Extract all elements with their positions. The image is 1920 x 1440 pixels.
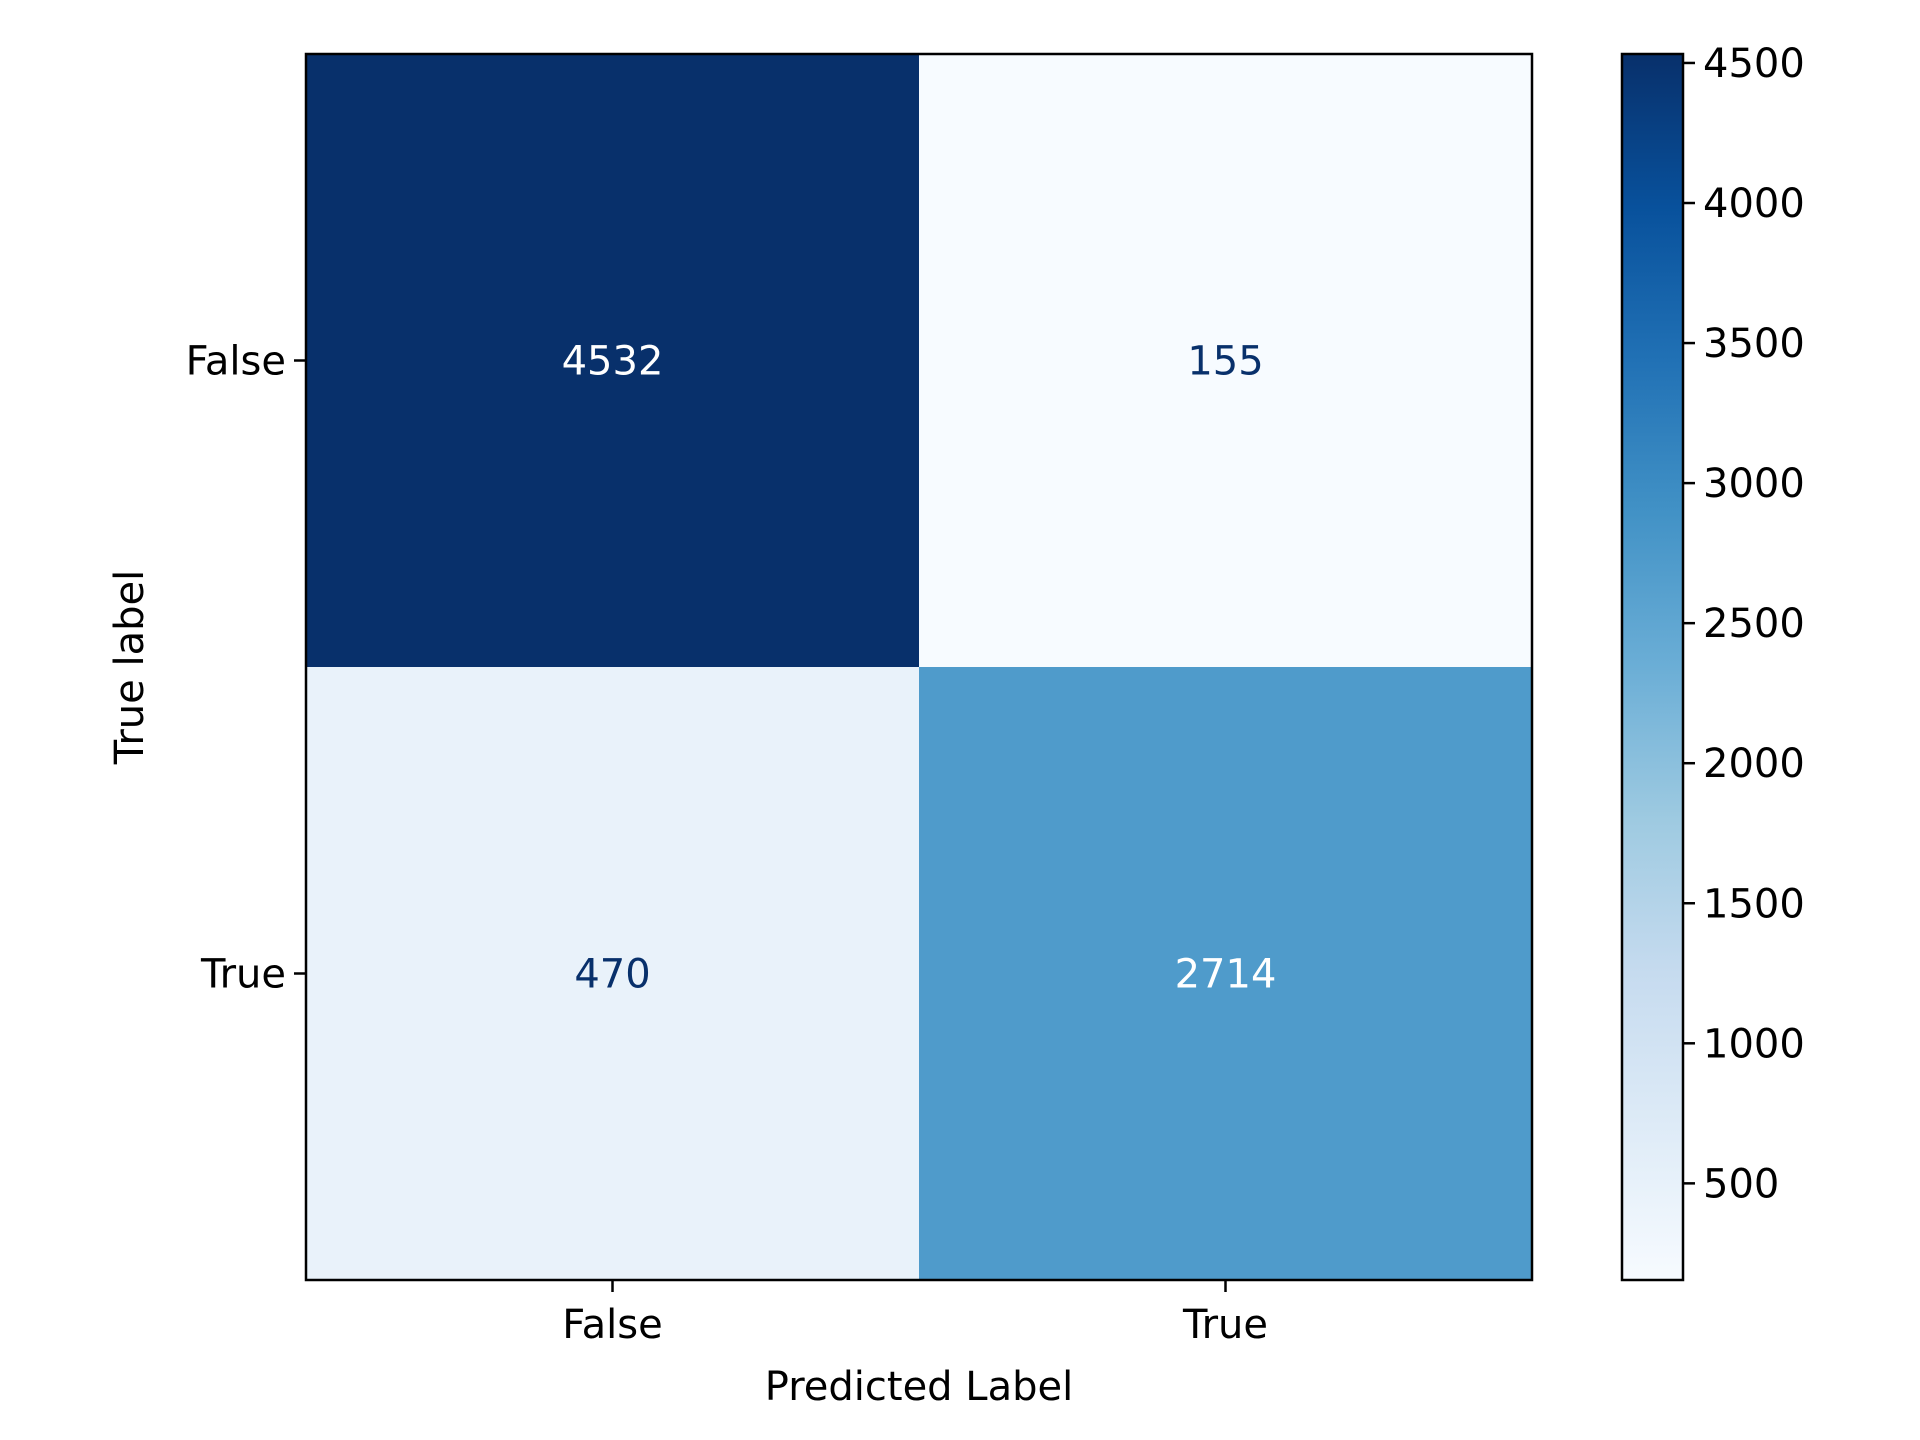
colorbar-tick-label: 2500 [1703,601,1805,647]
matrix-cell-labels: 4532 155 470 2714 [562,339,1277,998]
cell-value-r0-c1: 155 [1187,339,1263,385]
x-axis-title: Predicted Label [765,1364,1073,1410]
colorbar-ticks: 500 1000 1500 2000 2500 3000 3500 4000 4500 [1683,41,1805,1207]
matrix-cell-r1-c0 [306,667,920,1281]
colorbar-tick-label: 1500 [1703,881,1805,927]
colorbar-tick-label: 1000 [1703,1021,1805,1067]
cell-value-r1-c1: 2714 [1175,952,1277,998]
x-axis-ticks: False True [562,1280,1268,1348]
colorbar-tick-label: 2000 [1703,741,1805,787]
x-tick-label: False [562,1302,662,1348]
y-axis-title: True label [107,570,153,765]
colorbar-tick-label: 3500 [1703,321,1805,367]
colorbar [1620,52,1685,1282]
matrix-cell-r1-c1 [919,667,1533,1281]
matrix-cell-r0-c0 [306,54,920,668]
colorbar-tick-label: 4000 [1703,181,1805,227]
x-tick-label: True [1182,1302,1268,1348]
y-tick-label: True [200,952,286,998]
colorbar-tick-label: 3000 [1703,461,1805,507]
cell-value-r1-c0: 470 [574,952,650,998]
y-axis-ticks: False True [186,339,306,998]
matrix-cells [306,54,1533,1281]
colorbar-tick-label: 4500 [1703,41,1805,87]
y-tick-label: False [186,339,286,385]
cell-value-r0-c0: 4532 [562,339,664,385]
plot-frame [304,52,1534,1282]
matrix-cell-r0-c1 [919,54,1533,668]
colorbar-tick-label: 500 [1703,1161,1779,1207]
